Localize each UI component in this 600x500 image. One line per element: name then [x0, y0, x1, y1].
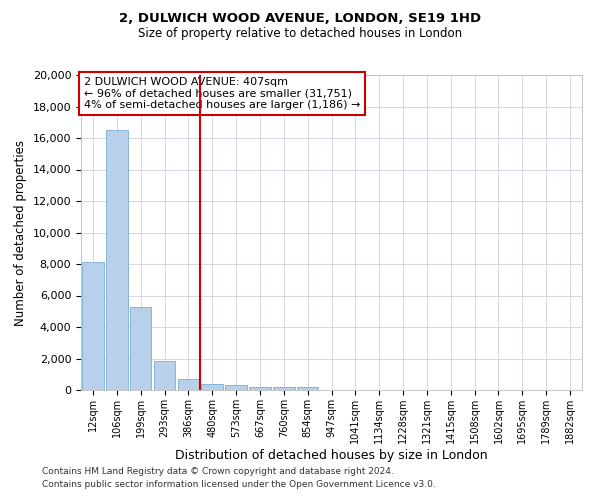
Bar [226, 386, 247, 390]
Text: Size of property relative to detached houses in London: Size of property relative to detached ho… [138, 28, 462, 40]
Bar [202, 384, 223, 390]
Text: 2 DULWICH WOOD AVENUE: 407sqm
← 96% of detached houses are smaller (31,751)
4% o: 2 DULWICH WOOD AVENUE: 407sqm ← 96% of d… [83, 76, 360, 110]
Bar [297, 387, 319, 390]
Bar [178, 379, 199, 390]
Bar [249, 386, 271, 390]
Text: Contains HM Land Registry data © Crown copyright and database right 2024.: Contains HM Land Registry data © Crown c… [42, 467, 394, 476]
Bar [154, 361, 175, 390]
Bar [273, 387, 295, 390]
Text: Contains public sector information licensed under the Open Government Licence v3: Contains public sector information licen… [42, 480, 436, 489]
Bar [82, 262, 104, 390]
Bar [106, 130, 128, 390]
X-axis label: Distribution of detached houses by size in London: Distribution of detached houses by size … [175, 448, 488, 462]
Y-axis label: Number of detached properties: Number of detached properties [14, 140, 27, 326]
Text: 2, DULWICH WOOD AVENUE, LONDON, SE19 1HD: 2, DULWICH WOOD AVENUE, LONDON, SE19 1HD [119, 12, 481, 26]
Bar [130, 306, 151, 390]
